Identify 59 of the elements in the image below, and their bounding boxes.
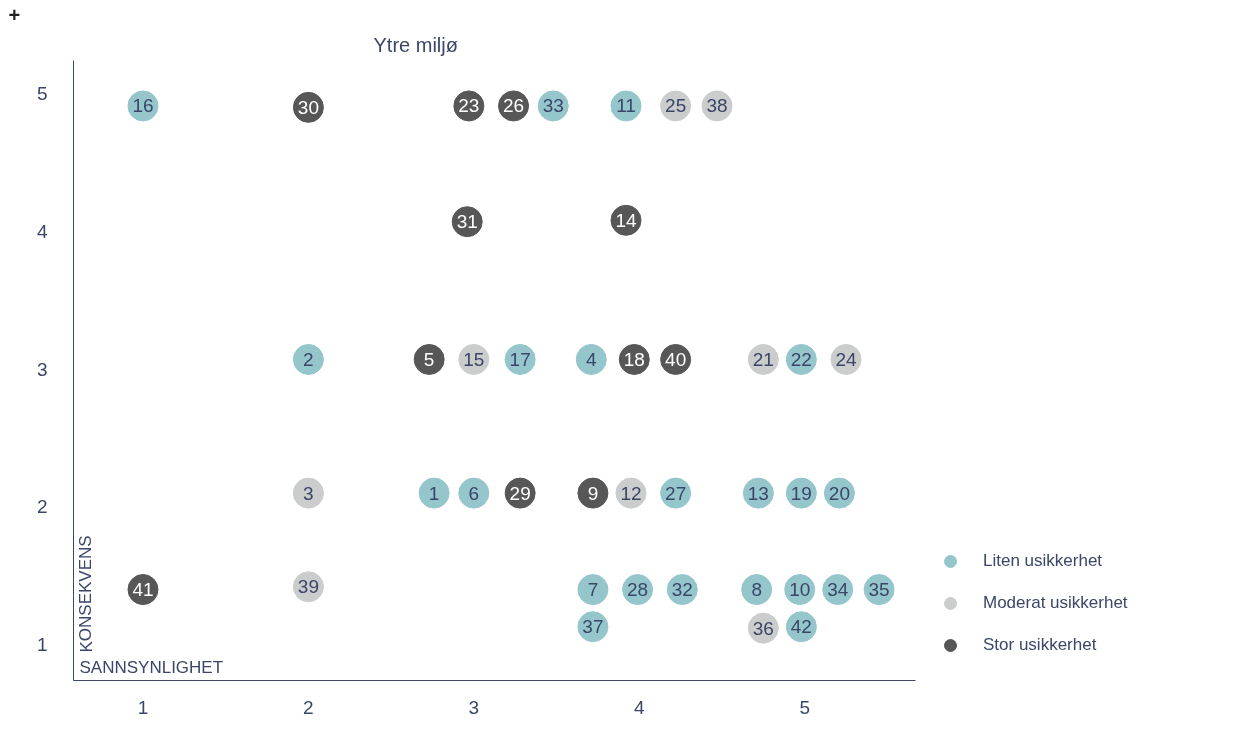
annotation: 1 [428, 482, 440, 504]
annotation: 23 [458, 95, 480, 117]
annotation: 31 [456, 211, 478, 233]
annotation: 5 [423, 348, 435, 370]
legend-label: Liten usikkerhet [983, 551, 1103, 571]
annotation: 26 [502, 95, 525, 117]
annotation: 36 [752, 617, 774, 639]
annotation: 32 [671, 579, 693, 601]
x-tick-label: 1 [137, 696, 149, 718]
y-axis-title: KONSEKVENS [76, 535, 96, 653]
x-tick-label: 3 [468, 696, 480, 718]
annotation: 16 [132, 95, 154, 117]
annotation: 42 [790, 616, 812, 638]
annotation: 11 [616, 95, 636, 117]
legend-label: Stor usikkerhet [983, 635, 1097, 655]
annotation: 40 [665, 348, 687, 370]
x-tick-label: 2 [303, 696, 314, 718]
annotation: 13 [747, 482, 769, 504]
annotation: 20 [828, 482, 850, 504]
annotation: 14 [615, 209, 638, 231]
legend-label: Moderat usikkerhet [983, 593, 1128, 613]
annotation: 21 [752, 348, 774, 370]
x-tick-label: 4 [633, 696, 645, 718]
annotation: 25 [665, 95, 687, 117]
annotation: 3 [303, 482, 314, 504]
annotation: 34 [827, 579, 849, 601]
annotation: 29 [509, 482, 531, 504]
annotation: 37 [582, 616, 604, 638]
x-axis-title: SANNSYNLIGHET [79, 657, 224, 677]
annotation: 30 [297, 96, 319, 118]
annotation: 2 [303, 348, 314, 370]
annotation: 35 [868, 579, 890, 601]
chart-title: Ytre miljø [373, 33, 458, 56]
y-tick-label: 1 [36, 634, 48, 656]
annotation: 17 [509, 348, 531, 370]
annotation: 28 [627, 579, 649, 601]
annotation: 9 [587, 482, 599, 504]
annotation: 8 [751, 579, 762, 601]
annotation: 10 [789, 579, 811, 601]
annotation: 39 [297, 576, 319, 598]
annotation: 18 [623, 348, 645, 370]
annotation: 24 [835, 348, 858, 370]
annotation: 7 [587, 579, 599, 601]
y-tick-label: 3 [36, 358, 48, 380]
annotation: 6 [468, 482, 480, 504]
annotation: 41 [132, 579, 154, 601]
annotation: 33 [542, 95, 564, 117]
annotation: 38 [706, 95, 728, 117]
annotation: 19 [790, 482, 812, 504]
annotation: 27 [665, 482, 687, 504]
annotation: 12 [620, 482, 642, 504]
y-tick-label: 5 [36, 83, 48, 105]
x-tick-label: 5 [799, 696, 810, 718]
y-tick-label: 2 [36, 496, 48, 518]
annotation: 15 [463, 348, 485, 370]
annotation: 4 [585, 348, 597, 370]
annotation: 22 [790, 348, 812, 370]
y-tick-label: 4 [36, 220, 48, 242]
text: + [8, 3, 21, 26]
